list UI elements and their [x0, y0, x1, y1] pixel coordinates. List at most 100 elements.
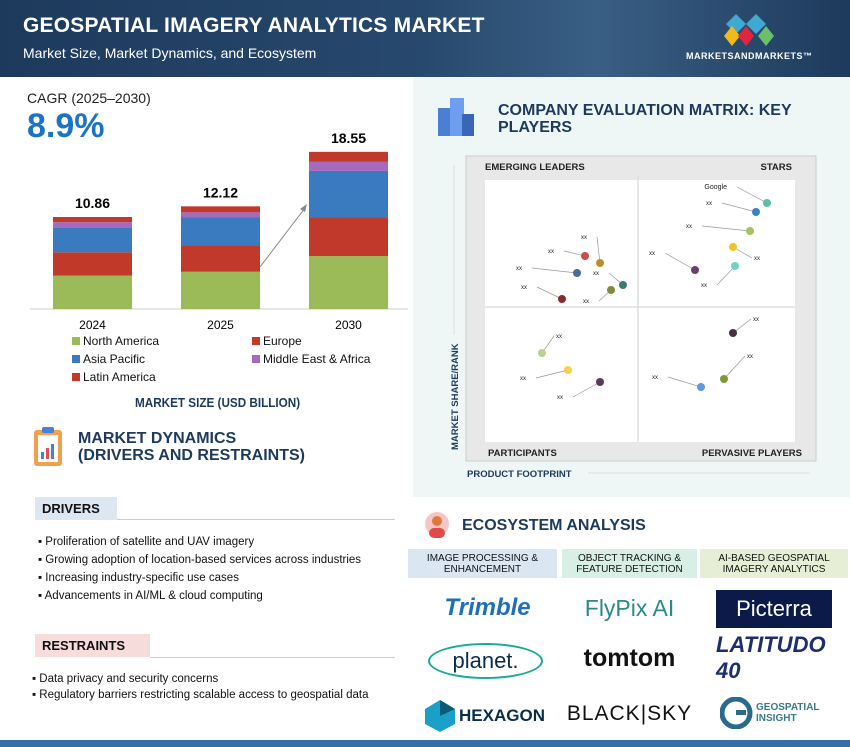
- divider: [150, 657, 395, 658]
- legend-label: Middle East & Africa: [263, 352, 371, 366]
- leader-line: [701, 225, 751, 232]
- ecosystem-person-icon: [425, 512, 449, 538]
- growth-arrow: [259, 207, 306, 268]
- player-dot: [596, 378, 604, 386]
- player-label: xx: [747, 354, 753, 360]
- bar-segment-north-america: [53, 275, 132, 309]
- player-label: xx: [593, 271, 599, 277]
- geospatial-insight-logo: GEOSPATIAL INSIGHT: [756, 702, 820, 724]
- player-label: Google: [704, 184, 727, 191]
- dynamics-title-line2: (DRIVERS AND RESTRAINTS): [78, 447, 305, 464]
- legend-item: North America: [72, 334, 252, 348]
- dynamics-title: MARKET DYNAMICS (DRIVERS AND RESTRAINTS): [78, 430, 305, 464]
- x-tick-label: 2030: [335, 318, 362, 330]
- player-dot: [607, 286, 615, 294]
- legend-label: North America: [83, 334, 160, 348]
- player-dot: [581, 252, 589, 260]
- leader-line: [536, 286, 563, 300]
- drivers-header: DRIVERS: [35, 497, 117, 520]
- hexagon-logo: HEXAGON: [459, 706, 545, 725]
- legend-item: Middle East & Africa: [252, 352, 392, 366]
- player-label: xx: [652, 375, 658, 381]
- quadrant-stars: STARS: [761, 162, 793, 173]
- leader-line: [664, 252, 696, 271]
- geospatial-insight-mark-icon: [720, 697, 753, 729]
- footer-bar: [0, 740, 850, 747]
- player-dot: [564, 366, 572, 374]
- player-dot: [729, 329, 737, 337]
- bar-segment-latin-america: [309, 151, 388, 162]
- player-dot: [731, 262, 739, 270]
- driver-item: ▪ Increasing industry-specific use cases: [38, 572, 239, 584]
- ecosystem-title: ECOSYSTEM ANALYSIS: [462, 517, 646, 534]
- player-label: xx: [556, 334, 562, 340]
- player-label: xx: [521, 285, 527, 291]
- player-label: xx: [516, 266, 522, 272]
- blacksky-logo: BLACK|SKY: [566, 702, 693, 725]
- bar-segment-middle-east-africa: [309, 161, 388, 171]
- tomtom-logo: tomtom: [583, 643, 676, 672]
- bar-segment-middle-east-africa: [53, 222, 132, 228]
- legend-swatch: [72, 355, 80, 363]
- legend-swatch: [252, 337, 260, 345]
- x-tick-label: 2024: [79, 318, 106, 330]
- player-dot: [752, 208, 760, 216]
- player-dot: [746, 227, 754, 235]
- player-label: xx: [706, 201, 712, 207]
- x-tick-label: 2025: [207, 318, 234, 330]
- player-label: xx: [557, 395, 563, 401]
- eco-header-object-tracking: OBJECT TRACKING & FEATURE DETECTION: [562, 549, 697, 578]
- eco-header-image-processing: IMAGE PROCESSING & ENHANCEMENT: [408, 549, 557, 578]
- trimble-logo: Trimble: [444, 594, 531, 621]
- arrow-head-icon: [300, 204, 307, 212]
- legend-item: Asia Pacific: [72, 352, 252, 366]
- legend-swatch: [252, 355, 260, 363]
- player-label: xx: [701, 283, 707, 289]
- player-dot: [596, 259, 604, 267]
- player-dot: [720, 375, 728, 383]
- player-label: xx: [520, 376, 526, 382]
- player-label: xx: [548, 249, 554, 255]
- legend-item: Europe: [252, 334, 392, 348]
- header-banner: [0, 0, 850, 77]
- bar-segment-asia-pacific: [181, 217, 260, 246]
- chart-title: MARKET SIZE (USD BILLION): [135, 395, 301, 410]
- bar-segment-north-america: [181, 271, 260, 309]
- bar-total-label: 12.12: [203, 184, 238, 200]
- bar-segment-north-america: [309, 256, 388, 309]
- player-dot: [763, 199, 771, 207]
- legend-swatch: [72, 373, 80, 381]
- legend-label: Europe: [263, 334, 302, 348]
- eco-header-ai-analytics: AI-BASED GEOSPATIAL IMAGERY ANALYTICS: [700, 549, 848, 578]
- bar-segment-europe: [309, 217, 388, 257]
- player-dot: [697, 383, 705, 391]
- leader-line: [572, 381, 601, 398]
- marketsandmarkets-logo-icon: [724, 14, 774, 46]
- latitudo-logo: LATITUDO 40: [716, 632, 826, 683]
- quadrant-pervasive-players: PERVASIVE PLAYERS: [702, 448, 802, 459]
- legend-item: Latin America: [72, 370, 252, 384]
- market-size-chart: 10.86 2024 12.12 2025 18.55 2030: [30, 130, 408, 330]
- page-title: GEOSPATIAL IMAGERY ANALYTICS MARKET: [23, 14, 485, 37]
- bar-segment-latin-america: [181, 206, 260, 213]
- leader-line: [596, 236, 601, 264]
- bar-segment-europe: [53, 252, 132, 276]
- leader-line: [531, 267, 578, 274]
- y-axis-label: MARKET SHARE/RANK: [450, 343, 461, 450]
- leader-line: [723, 355, 746, 380]
- bar-segment-middle-east-africa: [181, 212, 260, 218]
- legend-swatch: [72, 337, 80, 345]
- player-dot: [558, 295, 566, 303]
- restraint-item: ▪ Regulatory barriers restricting scalab…: [32, 689, 369, 701]
- drivers-list: ▪ Proliferation of satellite and UAV ima…: [38, 536, 361, 608]
- quadrant-emerging-leaders: EMERGING LEADERS: [485, 162, 585, 173]
- matrix-title: COMPANY EVALUATION MATRIX: KEY PLAYERS: [498, 102, 792, 136]
- player-dot: [538, 349, 546, 357]
- legend-label: Asia Pacific: [83, 352, 146, 366]
- bar-segment-asia-pacific: [309, 170, 388, 218]
- x-axis-label: PRODUCT FOOTPRINT: [467, 469, 572, 480]
- divider: [117, 519, 395, 520]
- player-label: xx: [754, 256, 760, 262]
- cagr-label: CAGR (2025–2030): [27, 90, 151, 106]
- chart-legend: North America Europe Asia Pacific Middle Ea…: [72, 334, 392, 384]
